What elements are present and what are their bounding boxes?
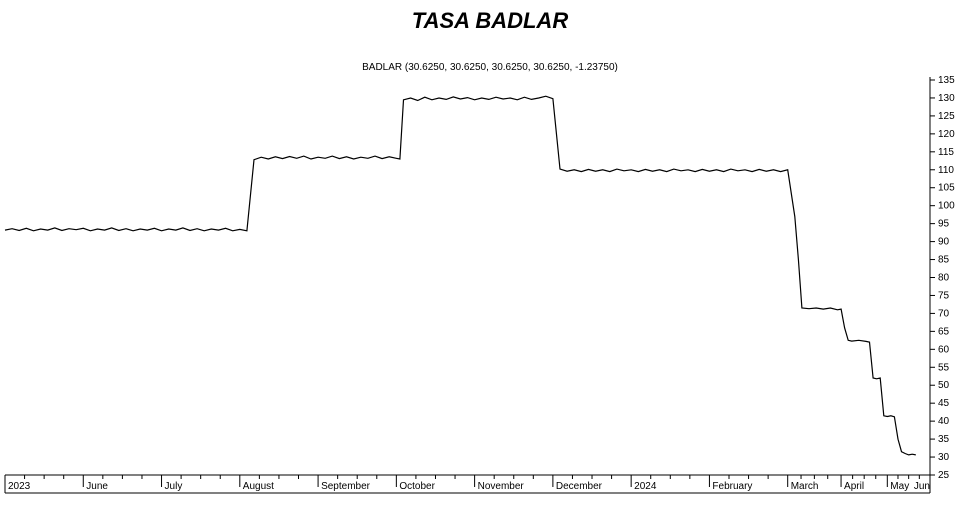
y-tick-label: 55 — [938, 362, 950, 373]
y-tick-label: 60 — [938, 344, 950, 355]
y-tick-label: 100 — [938, 201, 955, 212]
y-tick-label: 95 — [938, 219, 950, 230]
y-tick-label: 65 — [938, 326, 950, 337]
y-tick-label: 75 — [938, 290, 950, 301]
y-tick-label: 120 — [938, 129, 955, 140]
x-tick-label: Jun — [914, 481, 930, 492]
x-tick-label: August — [243, 481, 274, 492]
y-tick-label: 30 — [938, 452, 950, 463]
y-tick-label: 130 — [938, 93, 955, 104]
line-chart: 25 30 35 40 45 50 55 60 65 70 75 80 85 90 95 100 105 110 1… — [0, 0, 980, 516]
x-tick-label: April — [844, 481, 864, 492]
y-tick-label: 80 — [938, 273, 950, 284]
x-tick-label: 2023 — [8, 481, 31, 492]
x-tick-label: June — [86, 481, 108, 492]
y-tick-label: 25 — [938, 470, 950, 481]
x-tick-label: November — [478, 481, 525, 492]
y-tick-label: 125 — [938, 111, 955, 122]
x-tick-label: October — [399, 481, 435, 492]
x-tick-label: 2024 — [634, 481, 657, 492]
y-tick-label: 85 — [938, 255, 950, 266]
y-tick-label: 50 — [938, 380, 950, 391]
x-tick-label: September — [321, 481, 371, 492]
y-tick-label: 105 — [938, 183, 955, 194]
y-tick-label: 35 — [938, 434, 950, 445]
y-tick-label: 90 — [938, 237, 950, 248]
x-tick-label: December — [556, 481, 603, 492]
x-tick-label: March — [791, 481, 819, 492]
x-tick-label: February — [712, 481, 752, 492]
y-tick-label: 135 — [938, 75, 955, 86]
y-tick-label: 110 — [938, 165, 954, 176]
y-tick-label: 70 — [938, 308, 950, 319]
y-tick-label: 115 — [938, 147, 954, 158]
y-tick-label: 40 — [938, 416, 950, 427]
x-tick-label: July — [165, 481, 183, 492]
x-tick-label: May — [890, 481, 909, 492]
y-tick-label: 45 — [938, 398, 950, 409]
series-line — [5, 96, 916, 455]
